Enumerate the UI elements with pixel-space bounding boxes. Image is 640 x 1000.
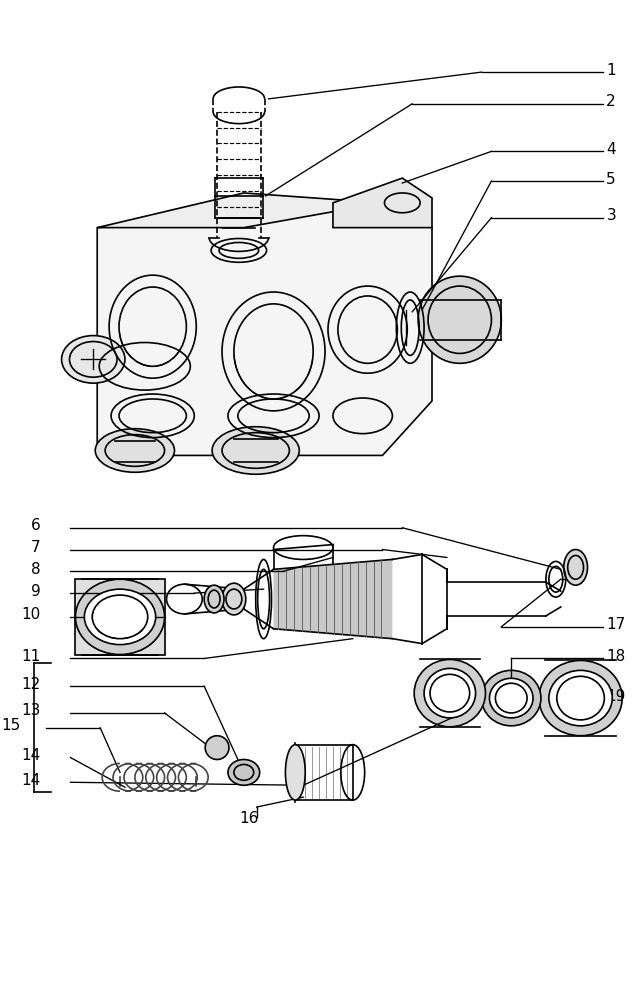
Text: 5: 5 xyxy=(606,172,616,187)
Ellipse shape xyxy=(481,670,541,726)
Text: 18: 18 xyxy=(606,649,625,664)
Text: 8: 8 xyxy=(31,562,41,577)
Ellipse shape xyxy=(205,736,229,760)
Ellipse shape xyxy=(564,550,588,585)
Text: 17: 17 xyxy=(606,617,625,632)
Ellipse shape xyxy=(228,760,260,785)
Polygon shape xyxy=(97,193,383,228)
Ellipse shape xyxy=(414,659,486,727)
Text: 1: 1 xyxy=(606,63,616,78)
Ellipse shape xyxy=(84,589,156,645)
Text: 13: 13 xyxy=(21,703,41,718)
Text: 14: 14 xyxy=(22,748,41,763)
Text: 7: 7 xyxy=(31,540,41,555)
Text: 9: 9 xyxy=(31,584,41,599)
Ellipse shape xyxy=(95,429,175,472)
Ellipse shape xyxy=(285,745,305,800)
Text: 15: 15 xyxy=(2,718,21,733)
Polygon shape xyxy=(76,579,164,655)
Ellipse shape xyxy=(490,678,533,718)
Text: 3: 3 xyxy=(606,208,616,223)
Text: 11: 11 xyxy=(22,649,41,664)
Ellipse shape xyxy=(61,336,125,383)
Ellipse shape xyxy=(212,427,300,474)
Text: 6: 6 xyxy=(31,518,41,533)
Text: 10: 10 xyxy=(22,607,41,622)
Ellipse shape xyxy=(549,670,612,726)
Polygon shape xyxy=(333,178,432,228)
Ellipse shape xyxy=(539,660,622,736)
Polygon shape xyxy=(97,203,432,455)
Ellipse shape xyxy=(222,583,246,615)
Text: 19: 19 xyxy=(606,689,626,704)
Polygon shape xyxy=(273,559,392,639)
Text: 4: 4 xyxy=(606,142,616,157)
Text: 12: 12 xyxy=(22,677,41,692)
Ellipse shape xyxy=(76,579,164,655)
Ellipse shape xyxy=(418,276,501,363)
Text: 16: 16 xyxy=(239,811,259,826)
Text: 2: 2 xyxy=(606,94,616,109)
Ellipse shape xyxy=(424,668,476,718)
Ellipse shape xyxy=(204,585,224,613)
Text: 14: 14 xyxy=(22,773,41,788)
